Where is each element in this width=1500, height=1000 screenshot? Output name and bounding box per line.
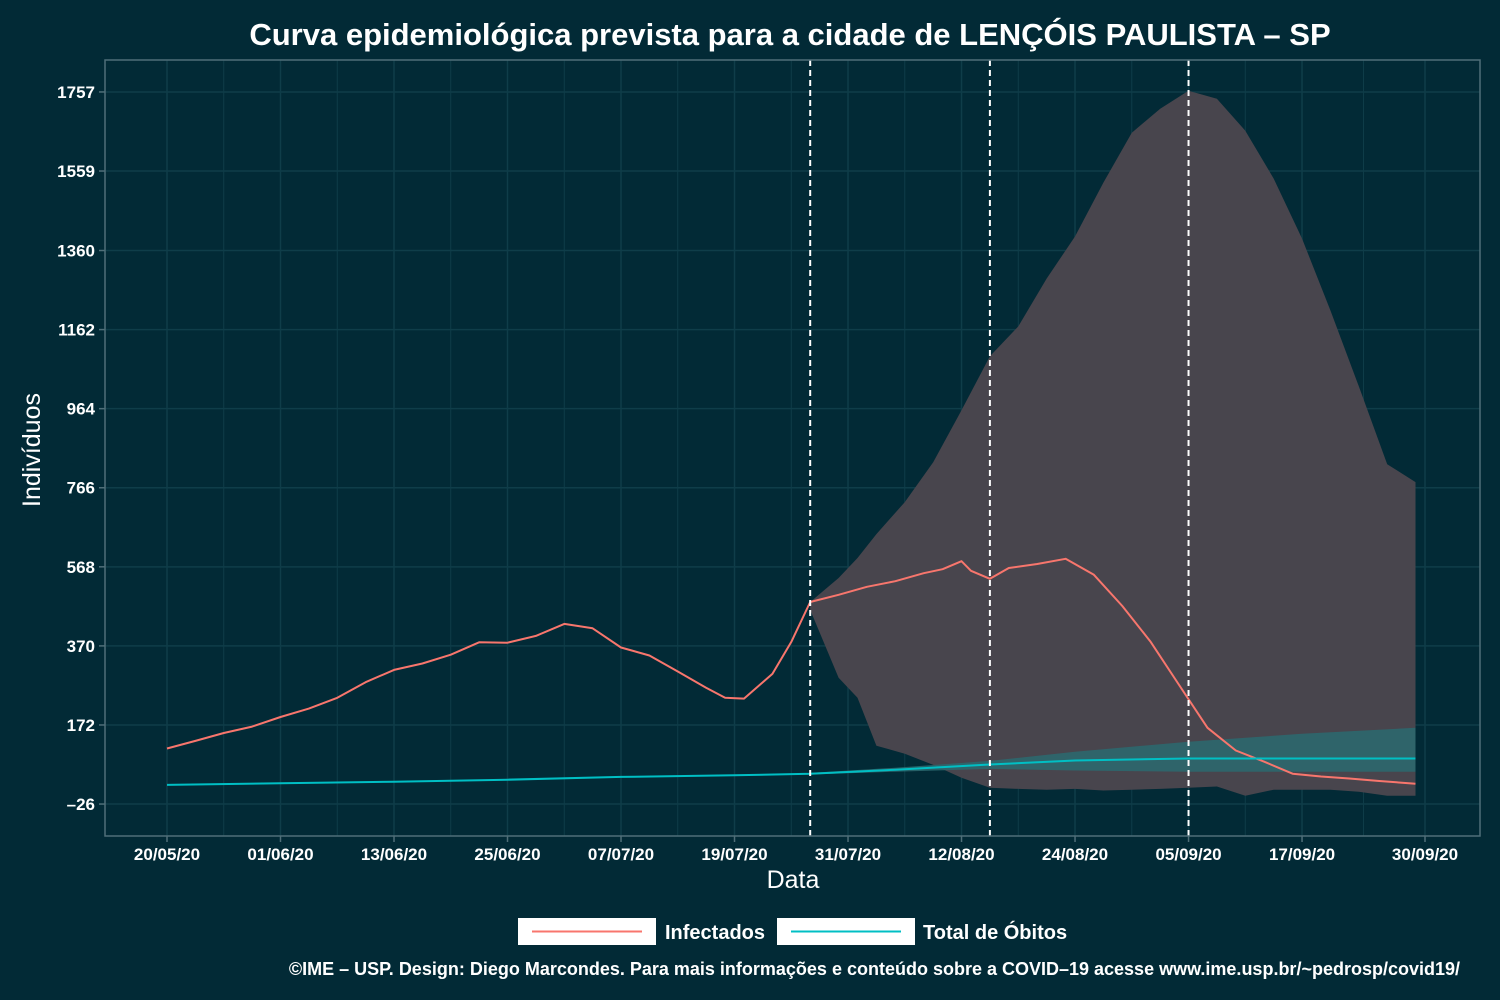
x-tick-label: 20/05/20	[134, 845, 200, 864]
y-tick-label: 172	[67, 716, 95, 735]
x-tick-label: 19/07/20	[701, 845, 767, 864]
band-infected	[810, 90, 1416, 796]
plot-panel	[104, 59, 1481, 837]
series-line-infected	[166, 557, 1416, 785]
x-tick-label: 24/08/20	[1042, 845, 1108, 864]
y-tick-label: 568	[67, 558, 95, 577]
y-tick-label: 1757	[57, 83, 95, 102]
y-tick-label: 964	[67, 400, 96, 419]
chart-title: Curva epidemiológica prevista para a cid…	[249, 16, 1330, 52]
y-tick-label: 1559	[57, 162, 95, 181]
x-tick-label: 13/06/20	[361, 845, 427, 864]
panel-border	[104, 59, 1481, 837]
x-axis-title: Data	[767, 866, 820, 894]
x-tick-label: 30/09/20	[1392, 845, 1458, 864]
series-lines	[166, 557, 1416, 786]
footer-credit: ©IME – USP. Design: Diego Marcondes. Par…	[289, 959, 1460, 979]
x-tick-label: 31/07/20	[815, 845, 881, 864]
y-tick-label: 1360	[57, 242, 95, 261]
y-tick-label: 370	[67, 637, 95, 656]
y-axis: –26 172 370 568 766 964 1162 1360 1559 1757	[57, 83, 105, 814]
y-tick-label: 1162	[58, 321, 95, 340]
x-tick-label: 05/09/20	[1155, 845, 1221, 864]
band-deaths	[810, 727, 1416, 775]
confidence-bands	[810, 90, 1416, 796]
legend-label-deaths: Total de Óbitos	[923, 920, 1067, 944]
x-tick-label: 17/09/20	[1269, 845, 1335, 864]
series-line-deaths	[166, 757, 1416, 786]
x-tick-label: 12/08/20	[928, 845, 994, 864]
y-tick-label: –26	[67, 795, 95, 814]
legend-label-infected: Infectados	[665, 922, 765, 944]
y-tick-label: 766	[67, 479, 95, 498]
x-tick-label: 07/07/20	[588, 845, 654, 864]
legend: Infectados Total de Óbitos	[518, 918, 1067, 945]
x-axis: 20/05/20 01/06/20 13/06/20 25/06/20 07/07/20…	[134, 836, 1458, 864]
y-axis-title: Indivíduos	[18, 393, 46, 507]
x-tick-label: 25/06/20	[474, 845, 540, 864]
x-tick-label: 01/06/20	[247, 845, 313, 864]
